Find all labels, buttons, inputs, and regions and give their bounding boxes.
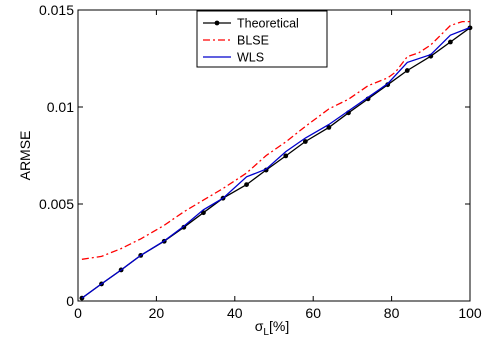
x-axis-label-unit: [%] <box>269 318 289 334</box>
series-point-theoretical <box>302 139 308 144</box>
x-axis-label-symbol: σ <box>255 318 264 334</box>
y-tick-label: 0.01 <box>47 99 74 115</box>
y-tick-label: 0.015 <box>39 2 74 18</box>
series-point-theoretical <box>283 153 289 159</box>
series-point-theoretical <box>448 39 453 45</box>
legend-box <box>196 10 328 68</box>
legend-marker-theoretical <box>214 20 220 26</box>
series-point-theoretical <box>404 68 410 73</box>
series-point-theoretical <box>385 82 391 88</box>
legend-label-wls: WLS <box>237 51 264 65</box>
y-tick-label: 0.005 <box>39 196 74 212</box>
y-axis-label: ARMSE <box>17 131 33 181</box>
legend-label-blse: BLSE <box>237 34 269 48</box>
x-tick-label: 40 <box>227 305 243 321</box>
legend-label-theoretical: Theoretical <box>237 17 299 31</box>
series-point-theoretical <box>326 124 332 130</box>
y-tick-label: 0 <box>66 293 74 309</box>
legend: Theoretical BLSE WLS <box>196 10 328 68</box>
series-line-blse <box>81 20 470 260</box>
x-axis-label-subscript: L <box>263 327 269 338</box>
x-tick-label: 0 <box>74 305 82 321</box>
x-tick-label: 80 <box>384 305 400 321</box>
x-tick-label: 20 <box>149 305 165 321</box>
x-tick-label: 100 <box>458 305 482 321</box>
x-axis-label: σL[%] <box>255 318 289 338</box>
series-line-wls <box>81 26 470 299</box>
series-point-theoretical <box>244 182 249 188</box>
x-tick-label: 60 <box>305 305 321 321</box>
